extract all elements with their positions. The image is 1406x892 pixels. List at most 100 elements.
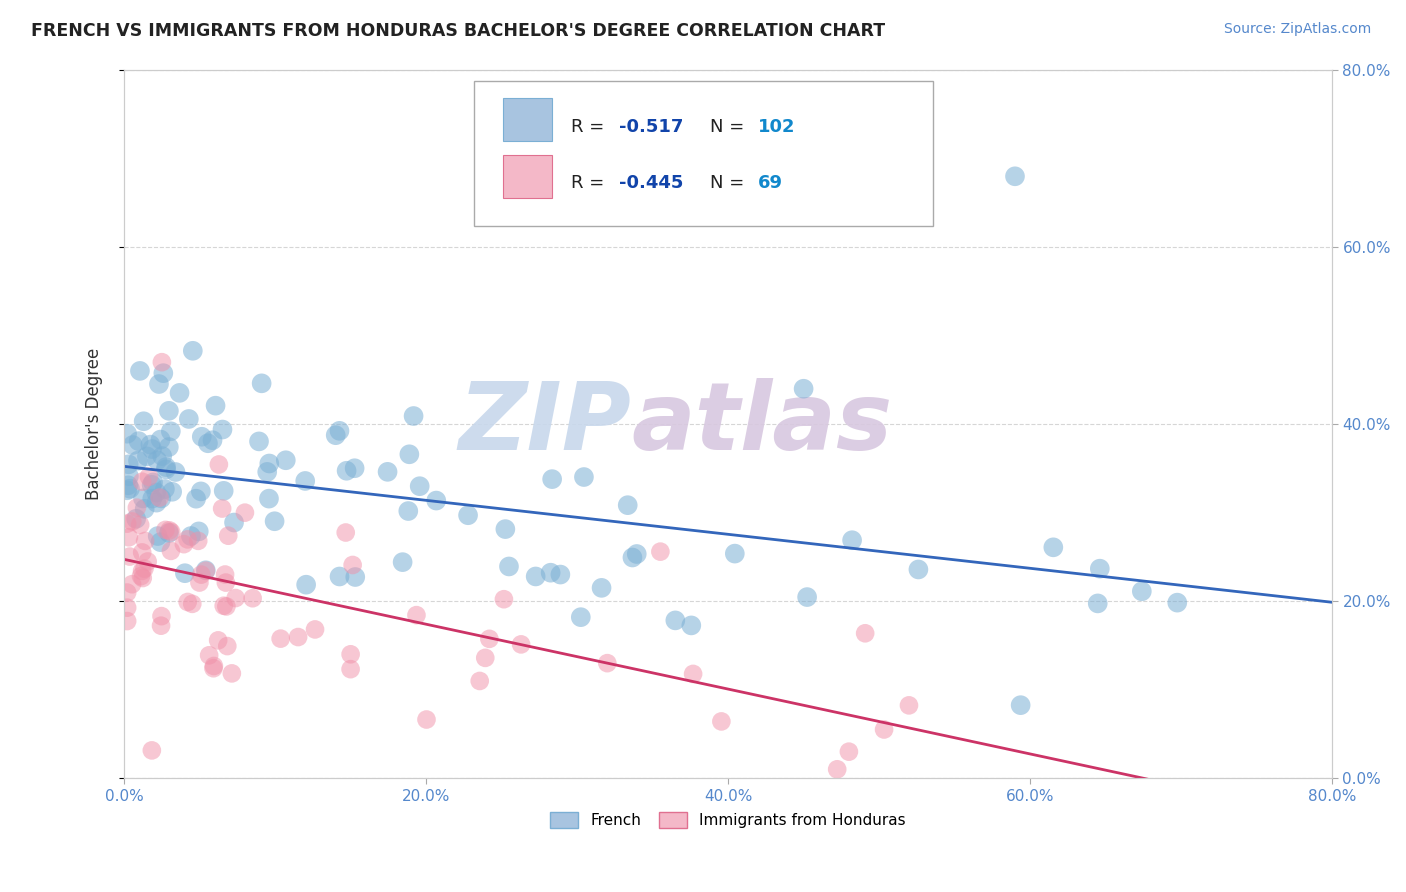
Point bbox=[294, 474, 316, 488]
FancyBboxPatch shape bbox=[474, 80, 934, 226]
Point bbox=[402, 409, 425, 423]
Point bbox=[256, 465, 278, 479]
Point bbox=[138, 469, 160, 483]
Legend: French, Immigrants from Honduras: French, Immigrants from Honduras bbox=[544, 806, 912, 834]
Point bbox=[270, 632, 292, 646]
Point bbox=[377, 465, 399, 479]
Point bbox=[125, 500, 148, 515]
Point bbox=[242, 591, 264, 606]
Point bbox=[118, 549, 141, 564]
Point bbox=[212, 599, 235, 613]
Point bbox=[616, 498, 638, 512]
Point bbox=[510, 637, 533, 651]
Point bbox=[176, 595, 198, 609]
Point bbox=[343, 461, 366, 475]
Point bbox=[1088, 562, 1111, 576]
Point bbox=[115, 516, 138, 531]
Point bbox=[550, 567, 572, 582]
Point bbox=[409, 479, 432, 493]
Point bbox=[474, 651, 496, 665]
Point bbox=[177, 412, 200, 426]
Point bbox=[873, 723, 896, 737]
Point bbox=[149, 535, 172, 549]
Point bbox=[328, 569, 350, 583]
Point bbox=[335, 525, 357, 540]
Point bbox=[148, 491, 170, 505]
Text: FRENCH VS IMMIGRANTS FROM HONDURAS BACHELOR'S DEGREE CORRELATION CHART: FRENCH VS IMMIGRANTS FROM HONDURAS BACHE… bbox=[31, 22, 884, 40]
Point bbox=[115, 600, 138, 615]
Point bbox=[524, 569, 547, 583]
Point bbox=[664, 613, 686, 627]
Text: 69: 69 bbox=[758, 174, 783, 192]
Point bbox=[202, 661, 225, 675]
Point bbox=[339, 648, 361, 662]
Text: Source: ZipAtlas.com: Source: ZipAtlas.com bbox=[1223, 22, 1371, 37]
Point bbox=[134, 533, 156, 548]
Point bbox=[197, 436, 219, 450]
Point bbox=[132, 491, 155, 506]
Point bbox=[134, 501, 156, 516]
Point bbox=[131, 564, 153, 578]
Point bbox=[160, 484, 183, 499]
Point bbox=[159, 524, 181, 538]
Point bbox=[304, 623, 326, 637]
Point bbox=[145, 495, 167, 509]
Point bbox=[328, 424, 350, 438]
Point bbox=[129, 364, 152, 378]
Point bbox=[233, 506, 256, 520]
Point bbox=[121, 515, 143, 529]
Point bbox=[128, 434, 150, 449]
Point bbox=[478, 632, 501, 646]
Point bbox=[494, 522, 516, 536]
Point bbox=[169, 385, 191, 400]
Point bbox=[157, 525, 180, 540]
Point bbox=[1087, 596, 1109, 610]
Point bbox=[188, 575, 211, 590]
Point bbox=[141, 743, 163, 757]
Point bbox=[682, 667, 704, 681]
Point bbox=[155, 460, 177, 475]
Point bbox=[194, 563, 217, 577]
Point bbox=[160, 544, 183, 558]
Point bbox=[146, 529, 169, 543]
Point bbox=[825, 762, 848, 776]
Point bbox=[141, 442, 163, 456]
Point bbox=[257, 491, 280, 506]
Text: N =: N = bbox=[710, 174, 749, 192]
Point bbox=[215, 599, 238, 614]
Point bbox=[274, 453, 297, 467]
Point bbox=[150, 618, 173, 632]
Point bbox=[626, 547, 648, 561]
Point bbox=[468, 673, 491, 688]
Point bbox=[150, 449, 173, 463]
Point bbox=[541, 472, 564, 486]
Y-axis label: Bachelor's Degree: Bachelor's Degree bbox=[86, 348, 103, 500]
Point bbox=[841, 533, 863, 548]
Point bbox=[190, 567, 212, 582]
Point bbox=[153, 482, 176, 496]
Point bbox=[202, 659, 225, 673]
Point bbox=[141, 477, 163, 491]
Text: -0.517: -0.517 bbox=[620, 118, 683, 136]
Point bbox=[149, 433, 172, 447]
Point bbox=[1166, 596, 1188, 610]
Point bbox=[398, 447, 420, 461]
Point bbox=[498, 559, 520, 574]
Point bbox=[217, 639, 239, 653]
Point bbox=[897, 698, 920, 713]
Point bbox=[198, 648, 221, 663]
Point bbox=[190, 484, 212, 499]
Point bbox=[118, 469, 141, 483]
Point bbox=[194, 564, 217, 578]
Point bbox=[1130, 584, 1153, 599]
Point bbox=[838, 745, 860, 759]
Point bbox=[259, 457, 281, 471]
Point bbox=[155, 462, 177, 476]
Point bbox=[650, 544, 672, 558]
Point bbox=[139, 437, 162, 451]
Point bbox=[853, 626, 876, 640]
Text: 102: 102 bbox=[758, 118, 796, 136]
Point bbox=[207, 633, 229, 648]
Point bbox=[118, 482, 141, 496]
Point bbox=[117, 478, 139, 492]
